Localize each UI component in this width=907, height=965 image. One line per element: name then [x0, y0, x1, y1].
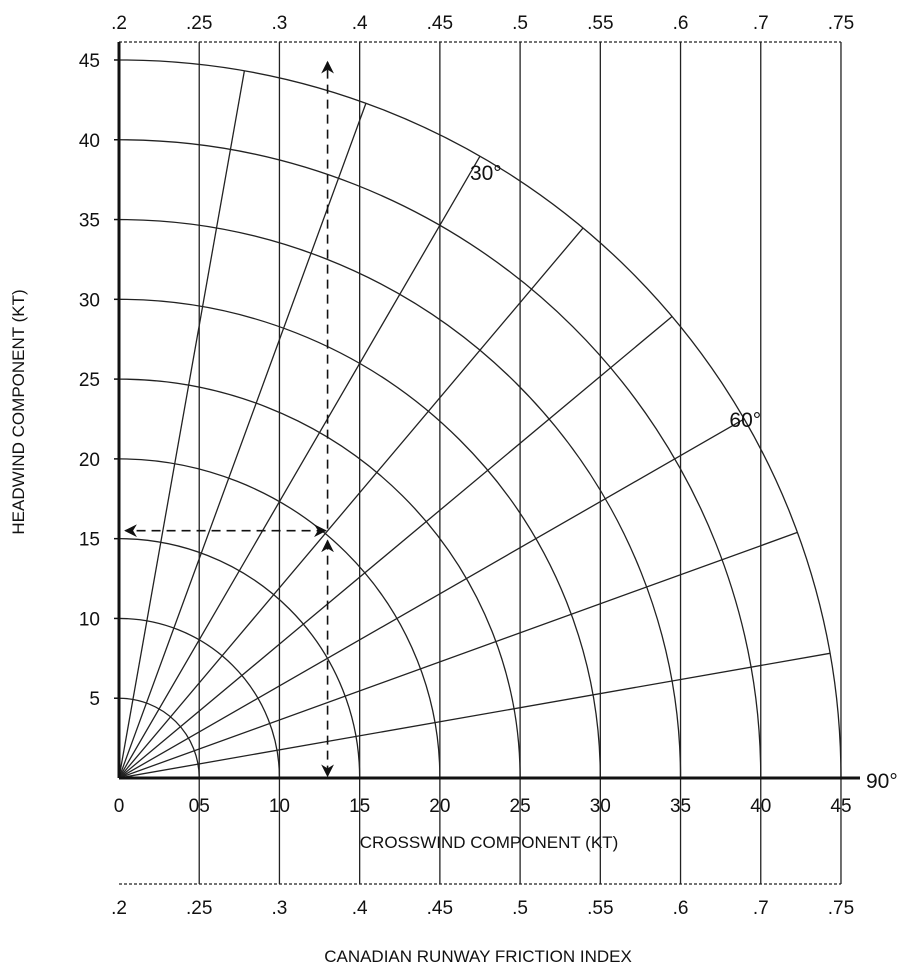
friction-label-top: .45: [427, 13, 453, 34]
wind-angle-ray: [118, 531, 798, 779]
wind-speed-arc: [118, 538, 361, 779]
y-tick-label: 15: [79, 530, 100, 551]
wind-angle-ray: [118, 315, 673, 779]
wind-angle-ray: [118, 103, 367, 779]
angle-label: 90°: [866, 770, 898, 793]
axes-layer: [114, 42, 860, 780]
wind-angle-ray: [118, 227, 584, 779]
wind-angle-ray: [118, 70, 246, 779]
x-tick-label: 40: [750, 796, 771, 817]
friction-label-top: .6: [673, 13, 689, 34]
friction-label-top: .7: [753, 13, 769, 34]
wind-angle-rays: [118, 70, 831, 779]
friction-label-top: .2: [111, 13, 127, 34]
wind-speed-arc: [118, 139, 762, 779]
wind-speed-arc: [118, 218, 682, 779]
wind-speed-arc: [118, 378, 521, 779]
friction-label-bottom: .75: [828, 898, 854, 919]
x-tick-label: 10: [269, 796, 290, 817]
friction-label-top: .5: [512, 13, 528, 34]
friction-label-bottom: .6: [673, 898, 689, 919]
y-tick-label: 5: [89, 689, 100, 710]
angle-label: 30°: [470, 162, 502, 185]
friction-label-top: .4: [352, 13, 368, 34]
friction-index-label: CANADIAN RUNWAY FRICTION INDEX: [324, 947, 632, 965]
wind-speed-arc: [118, 617, 281, 779]
friction-label-bottom: .7: [753, 898, 769, 919]
friction-label-bottom: .4: [352, 898, 368, 919]
angle-label: 60°: [729, 409, 761, 432]
friction-label-top: .75: [828, 13, 854, 34]
friction-label-bottom: .3: [272, 898, 288, 919]
x-tick-label: 25: [510, 796, 531, 817]
y-tick-label: 45: [79, 51, 100, 72]
x-tick-label: 05: [189, 796, 210, 817]
friction-label-top: .3: [272, 13, 288, 34]
y-axis-label: HEADWIND COMPONENT (KT): [9, 289, 28, 534]
x-tick-label: 45: [830, 796, 851, 817]
labels-layer: 0 05 10 15 20 25 30 35 40 45 5 10 15 20 25 30 35 40 45 .2 .2…: [79, 13, 898, 919]
wind-speed-arcs: [118, 59, 842, 779]
y-tick-label: 10: [79, 609, 100, 630]
y-tick-label: 20: [79, 450, 100, 471]
friction-label-top: .55: [587, 13, 613, 34]
friction-label-bottom: .25: [186, 898, 212, 919]
x-tick-label: 35: [670, 796, 691, 817]
x-tick-label: 20: [429, 796, 450, 817]
friction-label-bottom: .2: [111, 898, 127, 919]
friction-label-top: .25: [186, 13, 212, 34]
y-tick-label: 30: [79, 290, 100, 311]
y-tick-label: 40: [79, 131, 100, 152]
y-tick-label: 35: [79, 211, 100, 232]
x-tick-label: 30: [590, 796, 611, 817]
wind-speed-arc: [118, 697, 200, 779]
wind-speed-arc: [118, 458, 441, 779]
example-arrows: [124, 60, 334, 778]
y-tick-label: 25: [79, 370, 100, 391]
friction-label-bottom: .45: [427, 898, 453, 919]
x-tick-label: 15: [349, 796, 370, 817]
wind-speed-arc: [118, 59, 842, 779]
wind-speed-arc: [118, 298, 601, 779]
x-tick-label: 0: [114, 796, 125, 817]
grid-layer: [119, 41, 842, 885]
wind-angle-ray: [118, 652, 831, 779]
wind-angle-ray: [118, 155, 481, 779]
friction-label-bottom: .55: [587, 898, 613, 919]
friction-label-bottom: .5: [512, 898, 528, 919]
wind-angle-ray: [118, 418, 745, 779]
x-axis-label: CROSSWIND COMPONENT (KT): [360, 833, 618, 852]
